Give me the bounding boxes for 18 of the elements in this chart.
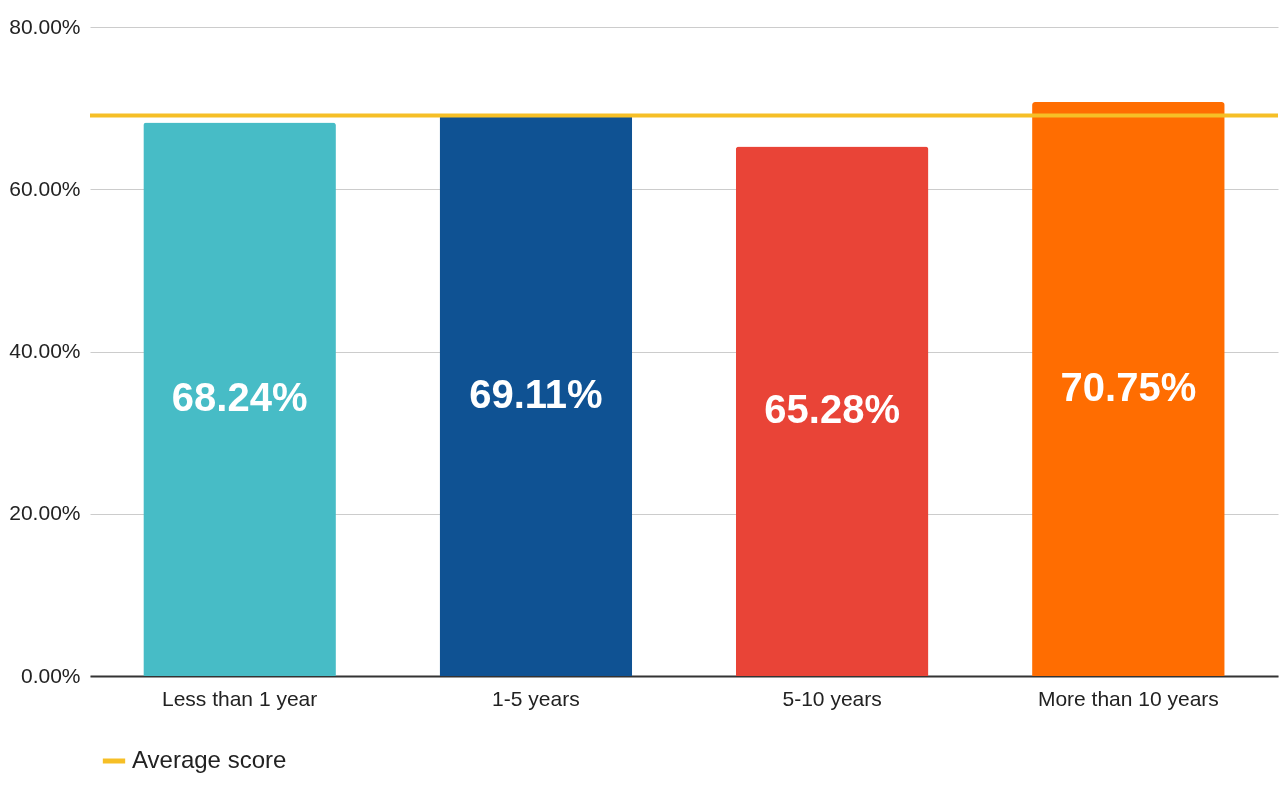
data-label: 69.11% xyxy=(469,371,603,416)
x-tick-label: More than 10 years xyxy=(1037,686,1219,710)
y-tick-label: 40.00% xyxy=(9,339,81,362)
x-tick-label: 1-5 years xyxy=(492,686,580,710)
x-tick-label: Less than 1 year xyxy=(161,686,318,710)
data-label: 65.28% xyxy=(764,387,900,432)
legend-label: Average score xyxy=(132,746,287,773)
data-label: 70.75% xyxy=(1060,365,1197,410)
x-tick-label: 5-10 years xyxy=(782,686,882,710)
bar xyxy=(1032,102,1225,676)
y-tick-label: 80.00% xyxy=(9,14,81,38)
bar xyxy=(143,122,336,676)
y-tick-label: 0.00% xyxy=(20,663,81,687)
bar xyxy=(439,115,633,676)
y-tick-label: 20.00% xyxy=(9,501,81,525)
bar xyxy=(735,146,929,676)
data-label: 68.24% xyxy=(171,375,308,420)
y-tick-label: 60.00% xyxy=(9,176,81,200)
